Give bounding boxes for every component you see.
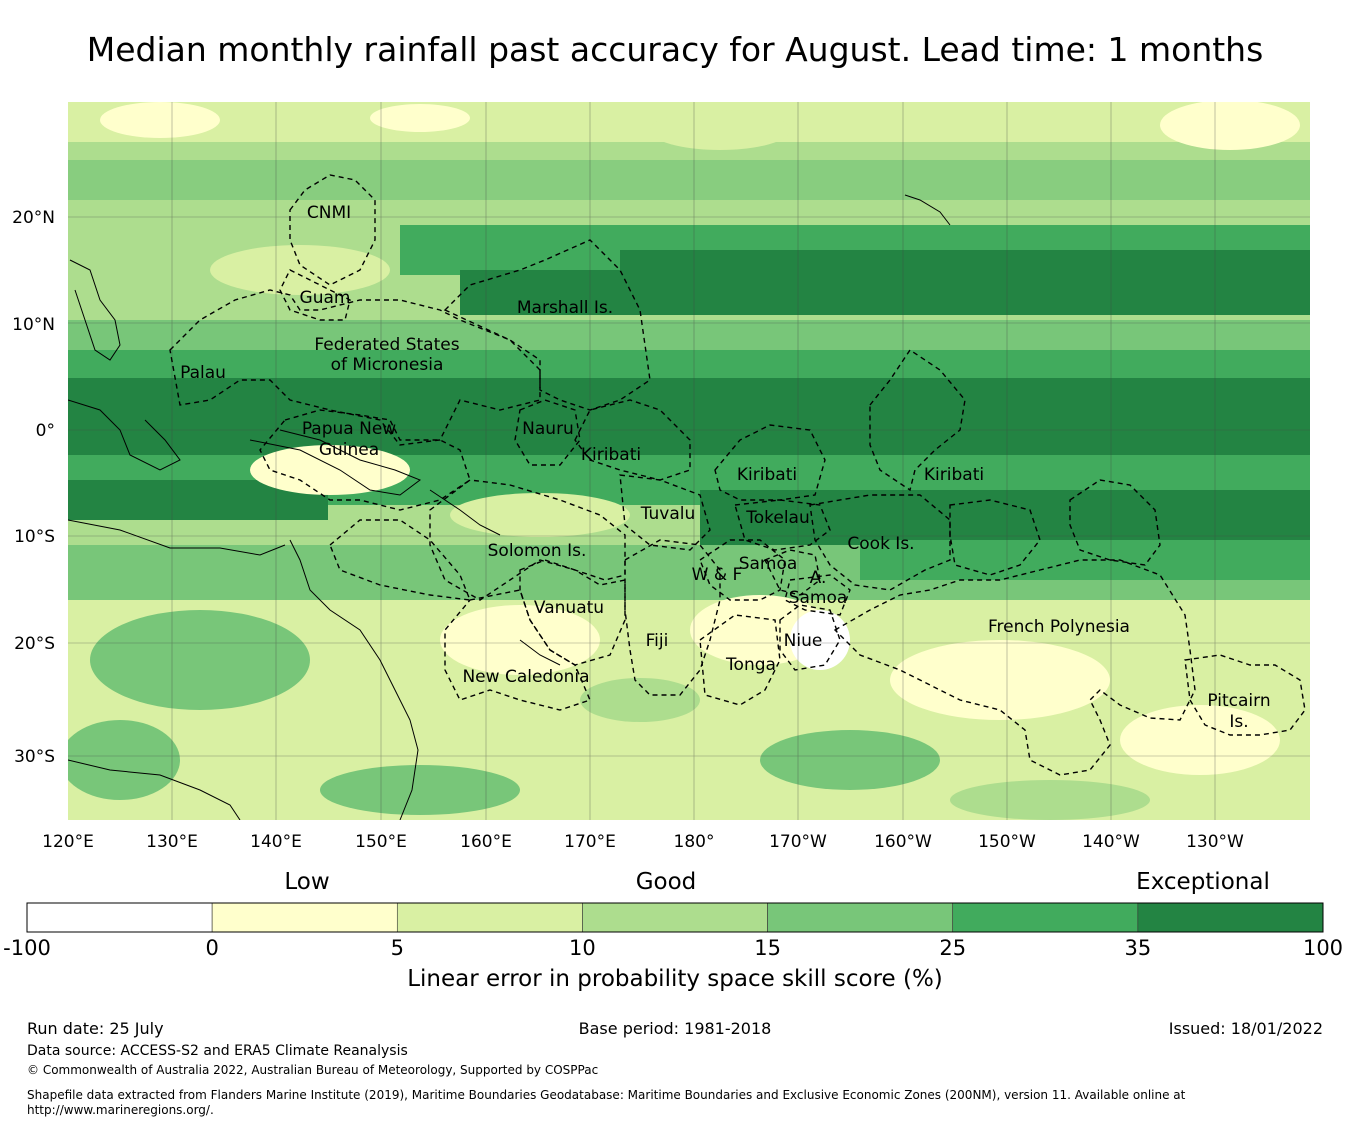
graticule (68, 102, 1310, 820)
label-marshall: Marshall Is. (517, 298, 613, 318)
label-new-caledonia: New Caledonia (462, 667, 589, 687)
eez-boundaries (169, 174, 1306, 776)
colorbar-tick-label: 35 (1124, 936, 1151, 960)
label-french-polynesia: French Polynesia (988, 617, 1130, 637)
colorbar-tick-label: 15 (754, 936, 781, 960)
colorbar-cell (396, 902, 583, 933)
lon-label: 140°W (1082, 832, 1140, 852)
lon-label: 130°E (146, 832, 198, 852)
colorbar-tick-label: -100 (3, 936, 51, 960)
label-cnmi: CNMI (307, 203, 351, 223)
label-tuvalu: Tuvalu (640, 504, 696, 524)
colorbar-cell (211, 902, 398, 933)
label-kiribati-west: Kiribati (581, 445, 641, 465)
lat-label: 30°S (14, 747, 55, 767)
label-vanuatu: Vanuatu (534, 598, 604, 618)
colorbar: Low Good Exceptional -100 0 5 10 15 25 35 100 L… (3, 869, 1343, 992)
lon-labels: 120°E 130°E 140°E 150°E 160°E 170°E 180°… (42, 832, 1244, 852)
lon-label: 160°W (874, 832, 932, 852)
lon-label: 120°E (42, 832, 94, 852)
shapefile-link[interactable]: http://www.marineregions.org/. (27, 1103, 214, 1117)
category-good: Good (636, 869, 697, 895)
label-nauru: Nauru (522, 419, 574, 439)
lon-label: 160°E (460, 832, 512, 852)
label-wf: W & F (692, 565, 743, 585)
colorbar-tick-label: 10 (569, 936, 596, 960)
colorbar-tick-label: 25 (939, 936, 966, 960)
label-pitcairn-2: Is. (1229, 712, 1248, 732)
label-asamoa-1: A. (810, 568, 827, 588)
lat-label: 10°N (12, 315, 55, 335)
lon-label: 170°W (769, 832, 827, 852)
category-low: Low (284, 869, 329, 895)
colorbar-tick-label: 0 (205, 936, 218, 960)
shapefile-credit: Shapefile data extracted from Flanders M… (27, 1088, 1186, 1102)
lat-label: 20°N (12, 208, 55, 228)
label-fiji: Fiji (646, 631, 669, 651)
copyright: © Commonwealth of Australia 2022, Austra… (27, 1063, 599, 1077)
label-fsm-2: of Micronesia (331, 355, 444, 375)
lat-label: 20°S (14, 634, 55, 654)
coastlines (68, 194, 951, 820)
colorbar-cell (952, 902, 1139, 933)
label-pitcairn-1: Pitcairn (1207, 691, 1270, 711)
lat-labels: 20°N 10°N 0° 10°S 20°S 30°S (12, 208, 55, 767)
colorbar-cell (767, 902, 954, 933)
label-cook: Cook Is. (847, 534, 914, 554)
label-palau: Palau (180, 363, 226, 383)
label-solomon: Solomon Is. (488, 541, 587, 561)
base-period: Base period: 1981-2018 (578, 1019, 772, 1038)
lon-label: 170°E (564, 832, 616, 852)
lat-label: 0° (36, 421, 55, 441)
label-kiribati-central: Kiribati (737, 465, 797, 485)
colorbar-tick-label: 5 (391, 936, 404, 960)
colorbar-cells (26, 902, 1324, 933)
colorbar-cell (1137, 902, 1324, 933)
map-title: Median monthly rainfall past accuracy fo… (86, 30, 1264, 69)
label-kiribati-east: Kiribati (924, 465, 984, 485)
lon-label: 140°E (250, 832, 302, 852)
colorbar-cell (26, 902, 213, 933)
data-source: Data source: ACCESS-S2 and ERA5 Climate … (27, 1043, 408, 1059)
lon-label: 130°W (1186, 832, 1244, 852)
label-png-1: Papua New (302, 419, 396, 439)
label-tonga: Tonga (725, 655, 776, 675)
run-date: Run date: 25 July (27, 1019, 164, 1038)
issued-date: Issued: 18/01/2022 (1168, 1019, 1323, 1038)
category-exceptional: Exceptional (1136, 869, 1270, 895)
lon-label: 150°W (978, 832, 1036, 852)
label-guam: Guam (300, 288, 351, 308)
lon-label: 180° (674, 832, 715, 852)
label-niue: Niue (784, 631, 823, 651)
lon-label: 150°E (355, 832, 407, 852)
lat-label: 10°S (14, 527, 55, 547)
label-asamoa-2: Samoa (789, 588, 848, 608)
colorbar-xlabel: Linear error in probability space skill … (407, 966, 943, 992)
label-tokelau: Tokelau (745, 508, 810, 528)
colorbar-cell (582, 902, 768, 933)
skill-score-map: CNMI Guam Marshall Is. Federated States … (12, 102, 1310, 852)
colorbar-tick-label: 100 (1303, 936, 1343, 960)
label-png-2: Guinea (319, 440, 379, 460)
label-fsm-1: Federated States (314, 335, 459, 355)
label-samoa: Samoa (739, 554, 798, 574)
